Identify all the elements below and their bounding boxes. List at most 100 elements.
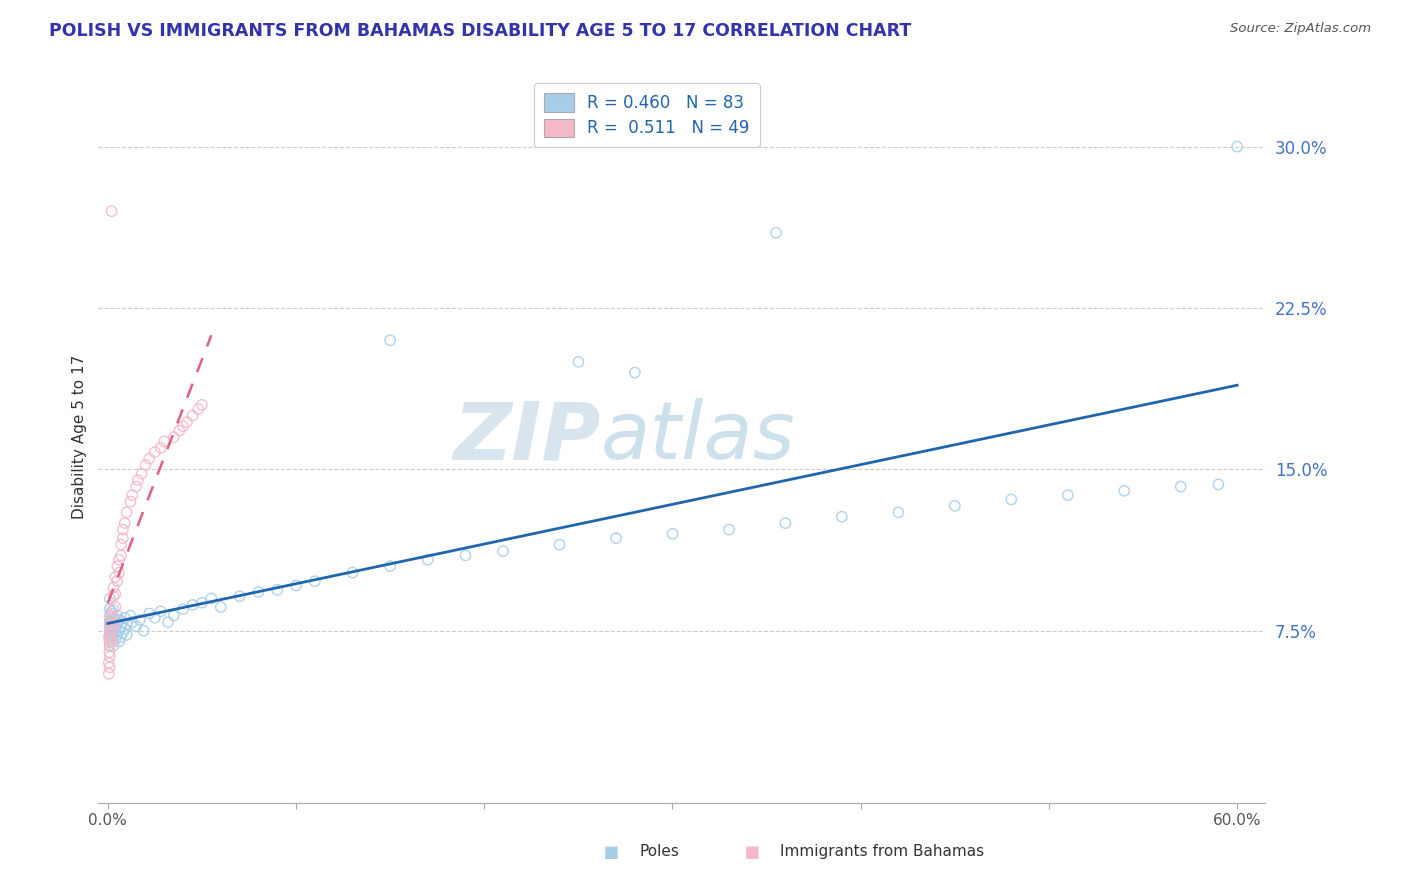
Point (103, 611, 125, 625)
Point (114, 516, 136, 530)
Point (131, 467, 153, 481)
Point (98, 602, 121, 616)
Point (110, 619, 132, 633)
Text: atlas: atlas (600, 398, 794, 476)
Point (103, 617, 125, 632)
Point (98, 591, 121, 606)
Point (104, 570, 127, 584)
Point (108, 613, 131, 627)
Point (285, 578, 308, 592)
Point (103, 625, 125, 640)
Y-axis label: Disability Age 5 to 17: Disability Age 5 to 17 (72, 355, 87, 519)
Point (605, 531, 627, 545)
Point (143, 611, 166, 625)
Point (121, 488, 143, 502)
Point (134, 458, 156, 472)
Point (114, 611, 136, 625)
Point (108, 624, 131, 638)
Point (304, 574, 326, 589)
Point (115, 617, 138, 632)
Point (98, 615, 121, 629)
Text: ▪: ▪ (603, 840, 620, 863)
Point (115, 628, 138, 642)
Point (454, 549, 477, 563)
Point (887, 505, 910, 519)
Point (191, 398, 214, 412)
Point (567, 355, 589, 369)
Point (100, 624, 122, 638)
Point (548, 538, 571, 552)
Point (98, 608, 121, 623)
Point (149, 604, 172, 618)
Point (98, 622, 121, 636)
Point (100, 619, 122, 633)
Point (98, 613, 121, 627)
Point (105, 608, 128, 623)
Point (105, 617, 128, 632)
Point (121, 615, 143, 629)
Point (157, 615, 180, 629)
Point (209, 600, 232, 615)
Point (103, 639, 125, 653)
Point (342, 566, 364, 580)
Point (163, 430, 186, 444)
Point (104, 625, 127, 640)
Point (104, 613, 127, 627)
Point (100, 604, 122, 618)
Point (98, 617, 121, 632)
Point (100, 607, 122, 621)
Point (105, 628, 128, 642)
Point (108, 634, 131, 648)
Point (717, 523, 740, 537)
Point (143, 445, 166, 459)
Point (187, 402, 209, 417)
Point (127, 473, 149, 487)
Point (128, 613, 150, 627)
Point (191, 596, 214, 610)
Point (120, 608, 142, 623)
Point (1056, 488, 1078, 502)
Point (110, 538, 132, 552)
Point (108, 552, 131, 566)
Point (380, 559, 402, 574)
Point (111, 523, 134, 537)
Point (98, 639, 121, 653)
Point (125, 619, 148, 633)
Point (1226, 139, 1249, 153)
Point (103, 602, 125, 616)
Point (775, 516, 797, 530)
Point (153, 434, 176, 449)
Point (943, 499, 966, 513)
Text: ZIP: ZIP (453, 398, 600, 476)
Text: Poles: Poles (640, 845, 679, 859)
Point (114, 622, 136, 636)
Point (98, 632, 121, 647)
Point (111, 625, 134, 640)
Text: Immigrants from Bahamas: Immigrants from Bahamas (780, 845, 984, 859)
Point (138, 607, 160, 621)
Point (1208, 477, 1230, 491)
Point (492, 544, 515, 558)
Point (181, 598, 204, 612)
Point (149, 441, 172, 455)
Point (103, 615, 125, 629)
Point (104, 600, 127, 615)
Point (120, 494, 142, 508)
Text: POLISH VS IMMIGRANTS FROM BAHAMAS DISABILITY AGE 5 TO 17 CORRELATION CHART: POLISH VS IMMIGRANTS FROM BAHAMAS DISABI… (49, 22, 911, 40)
Point (172, 419, 194, 434)
Point (831, 509, 853, 524)
Point (100, 634, 122, 648)
Point (105, 574, 128, 589)
Point (661, 527, 683, 541)
Point (98, 639, 121, 653)
Point (125, 479, 148, 493)
Point (247, 585, 270, 599)
Point (115, 505, 138, 519)
Point (624, 366, 647, 380)
Point (380, 333, 402, 347)
Point (103, 628, 125, 642)
Point (111, 615, 134, 629)
Point (1170, 479, 1192, 493)
Point (266, 582, 288, 597)
Point (100, 608, 122, 623)
